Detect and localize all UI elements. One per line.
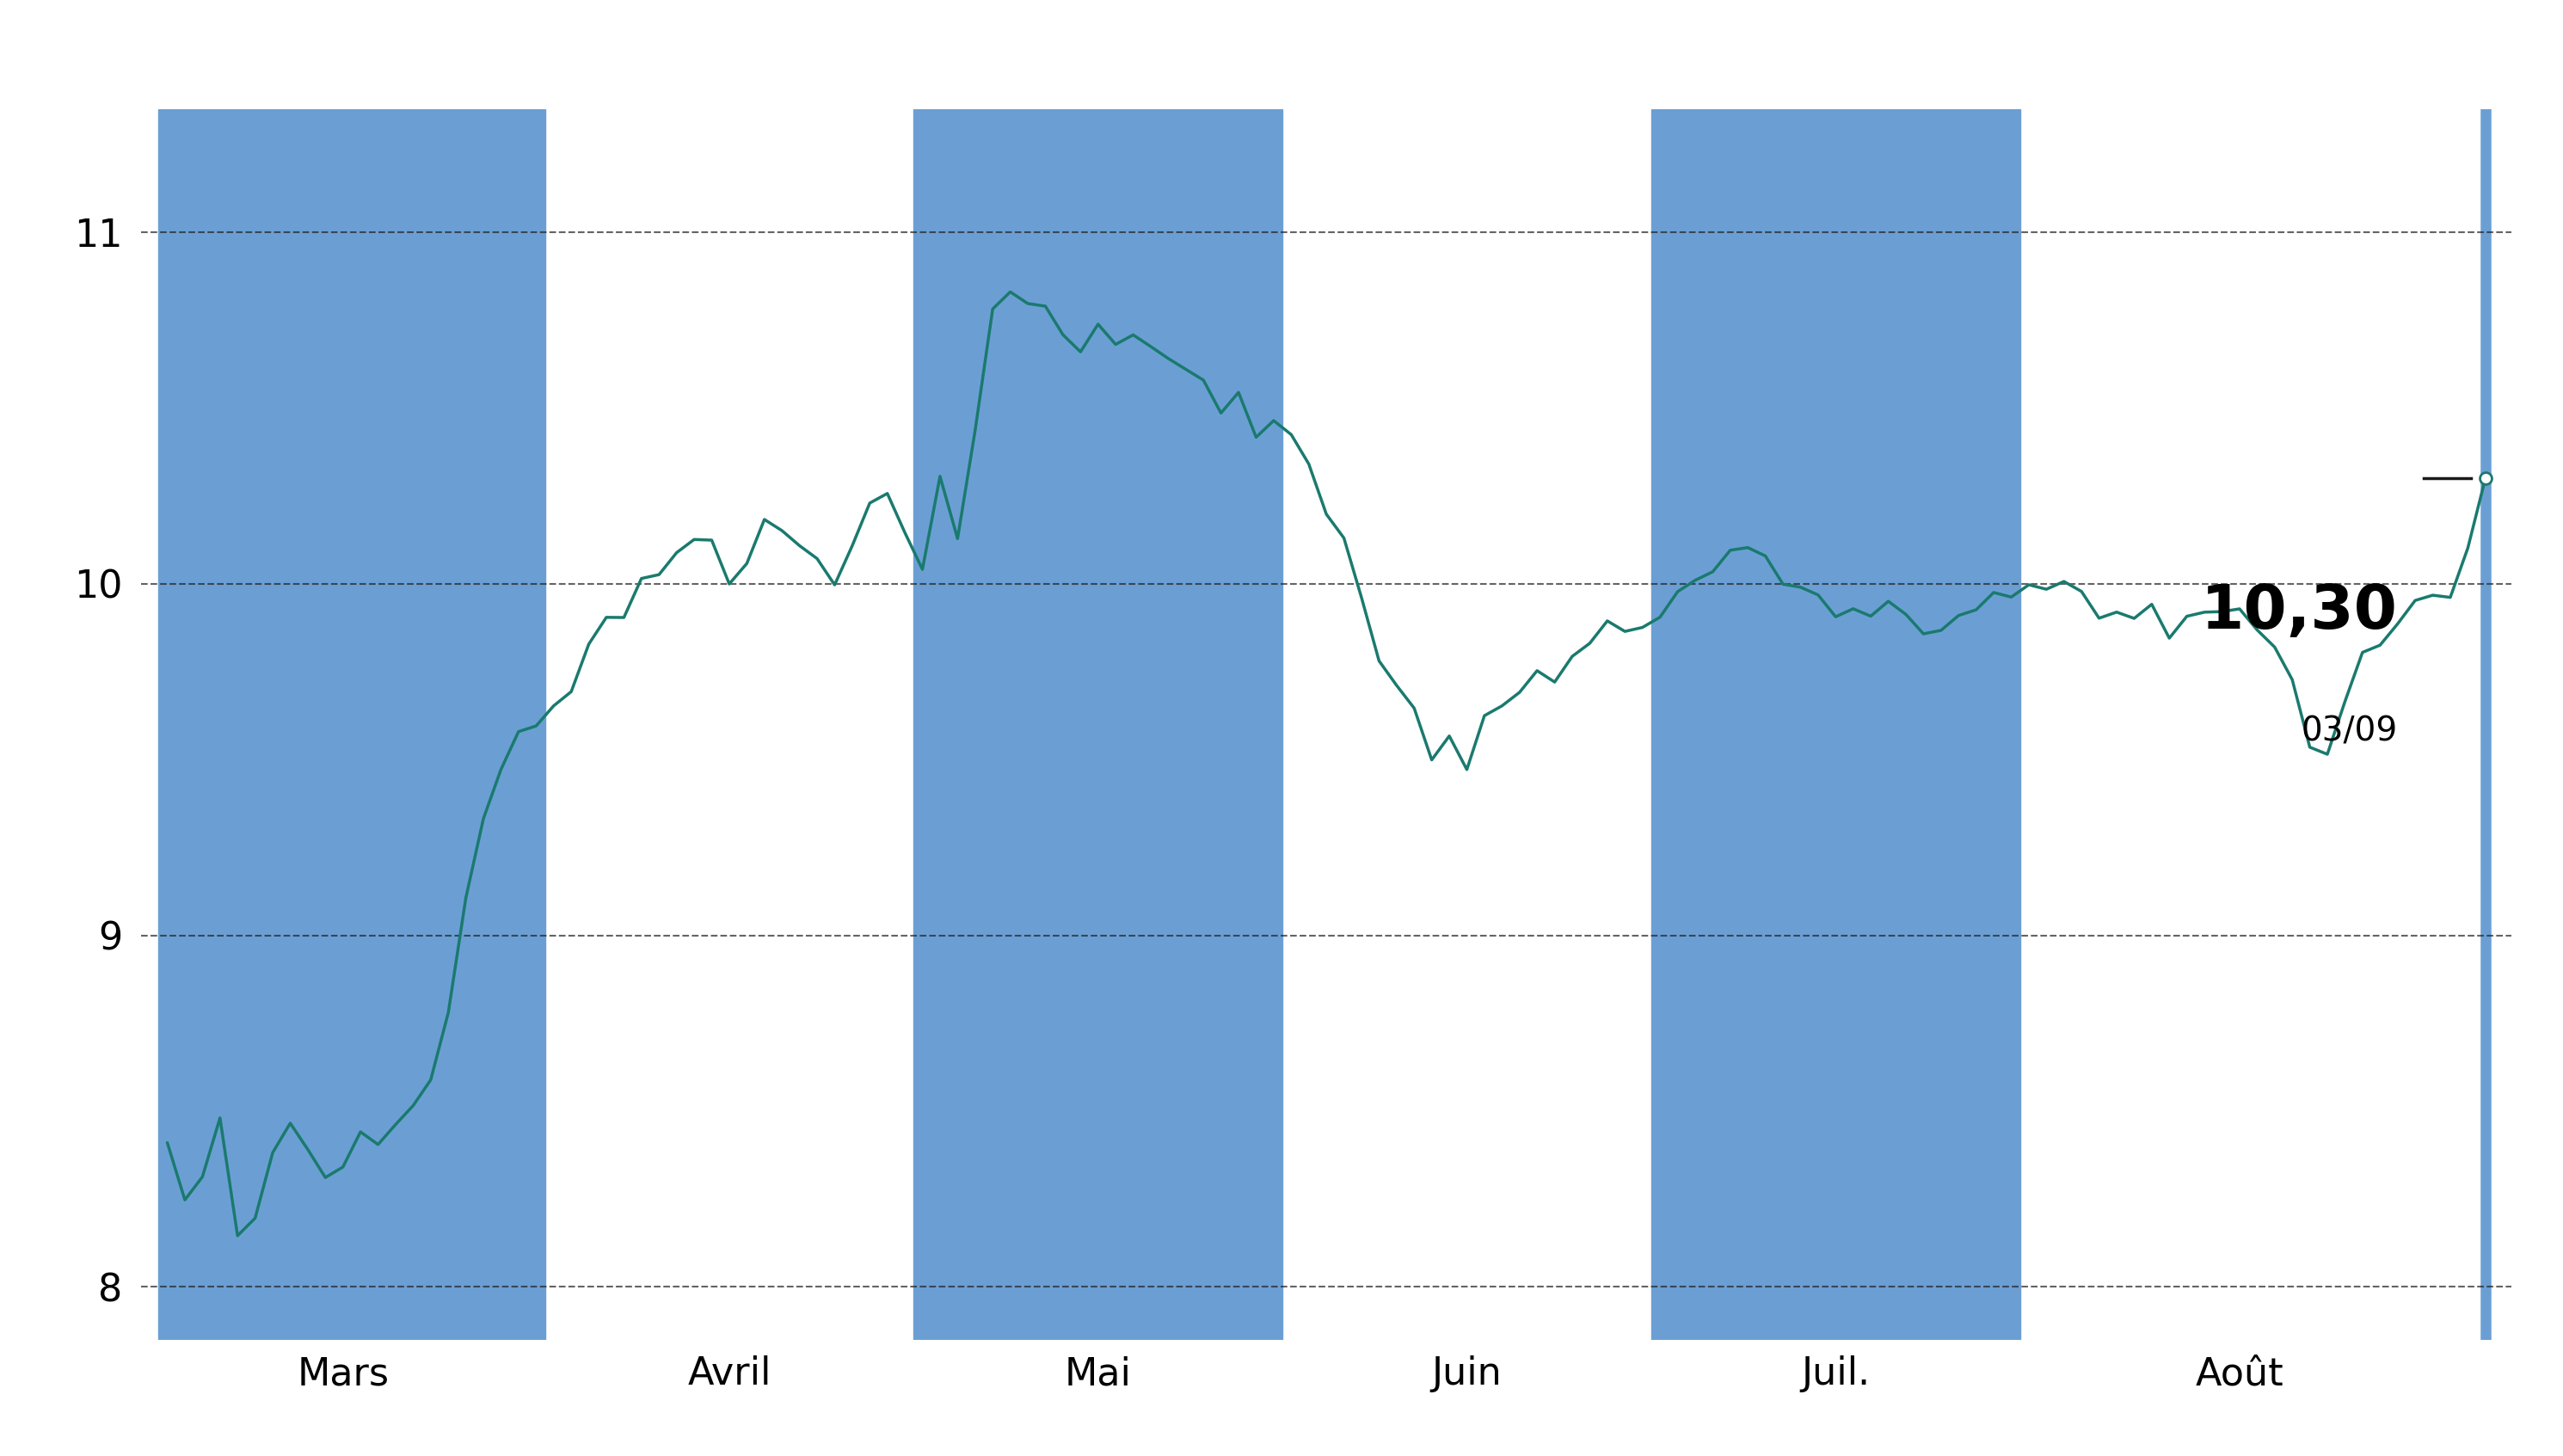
Text: 10,30: 10,30 [2202, 582, 2396, 642]
Bar [1651, 109, 2020, 1340]
Text: 03/09: 03/09 [2302, 715, 2396, 748]
Bar [159, 109, 546, 1340]
Text: VIEL ET COMPAGNIE: VIEL ET COMPAGNIE [892, 13, 1671, 82]
Bar [912, 109, 1282, 1340]
